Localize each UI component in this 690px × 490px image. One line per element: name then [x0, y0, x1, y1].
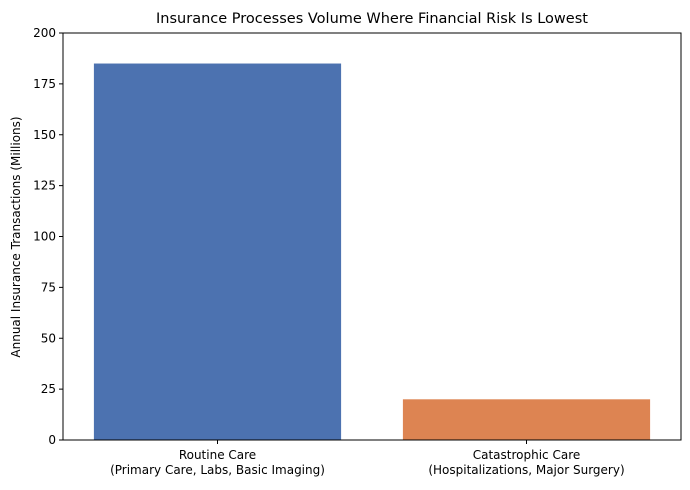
bar — [93, 63, 342, 441]
y-axis-ticks: 0 25 50 75 100 125 150 175 200 — [33, 26, 63, 447]
x-axis-ticks: Routine Care(Primary Care, Labs, Basic I… — [110, 440, 625, 477]
y-tick-label: 0 — [48, 433, 56, 447]
y-tick-label: 100 — [33, 230, 56, 244]
plot-frame — [62, 32, 682, 441]
y-tick-label: 150 — [33, 128, 56, 142]
x-tick-label: Routine Care — [179, 448, 256, 462]
bars-group — [93, 63, 651, 441]
y-axis-label: Annual Insurance Transactions (Millions) — [9, 116, 23, 357]
y-tick-label: 50 — [41, 331, 56, 345]
x-tick-label: Catastrophic Care — [473, 448, 581, 462]
y-tick-label: 75 — [41, 280, 56, 294]
chart-title: Insurance Processes Volume Where Financi… — [156, 11, 588, 27]
y-tick-label: 25 — [41, 382, 56, 396]
y-tick-label: 200 — [33, 26, 56, 40]
x-tick-label: (Hospitalizations, Major Surgery) — [428, 463, 624, 477]
y-tick-label: 175 — [33, 77, 56, 91]
bar — [402, 399, 651, 440]
x-tick-label: (Primary Care, Labs, Basic Imaging) — [110, 463, 325, 477]
y-tick-label: 125 — [33, 179, 56, 193]
